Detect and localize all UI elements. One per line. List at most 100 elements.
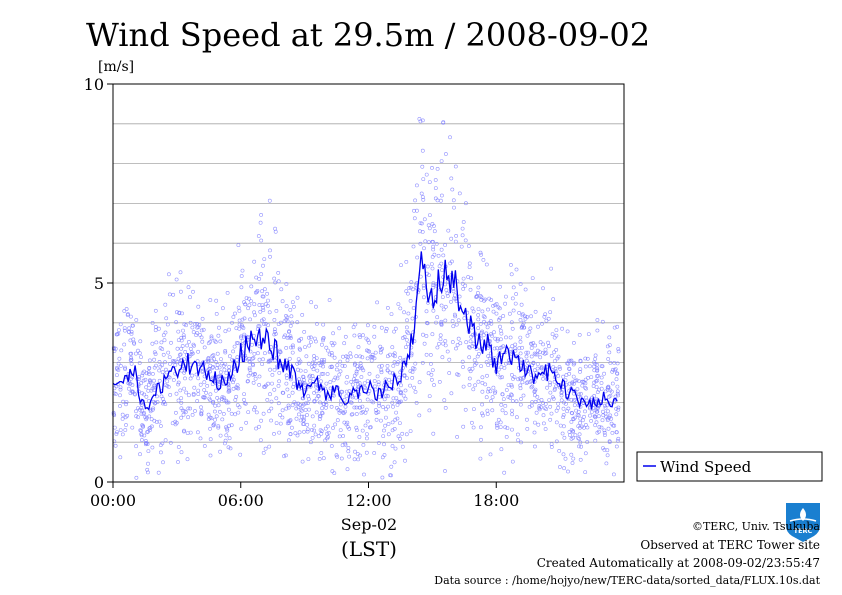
scatter-point [272,276,277,281]
scatter-point [456,318,461,323]
scatter-point [306,397,311,402]
scatter-point [440,355,445,360]
scatter-point [138,428,143,433]
scatter-point [284,304,289,309]
scatter-point [479,252,484,257]
scatter-point [536,422,541,427]
scatter-point [117,328,121,333]
scatter-point [224,398,229,403]
scatter-point [489,321,494,326]
scatter-point [227,436,232,441]
scatter-point [283,453,288,458]
scatter-point [212,338,217,343]
scatter-point [280,415,285,420]
scatter-point [234,341,239,345]
scatter-point [552,388,557,392]
scatter-point [405,342,410,347]
scatter-point [498,337,503,342]
scatter-point [417,380,422,385]
scatter-point [140,391,145,396]
scatter-point [614,444,619,449]
scatter-point [331,426,335,430]
scatter-point [435,166,440,171]
scatter-point [498,375,503,380]
scatter-point [156,326,161,331]
scatter-point [453,239,458,244]
scatter-point [214,366,219,371]
scatter-point [227,364,232,369]
scatter-point [290,403,295,408]
scatter-point [237,308,242,313]
scatter-point [478,456,483,461]
scatter-point [140,373,145,378]
scatter-point [251,356,256,360]
scatter-point [455,434,460,439]
scatter-point [398,390,403,395]
scatter-point [489,333,494,338]
scatter-point [230,320,234,325]
scatter-point [558,366,563,371]
scatter-point [134,444,139,449]
scatter-point [576,424,581,429]
scatter-point [541,413,546,418]
scatter-point [423,239,428,244]
scatter-point [322,357,327,362]
scatter-point [196,304,201,309]
scatter-point [561,406,566,411]
y-tick-label: 0 [94,473,104,492]
scatter-point [578,358,583,363]
scatter-point [192,385,197,390]
scatter-point [226,407,231,412]
scatter-point [284,282,289,286]
scatter-point [593,353,598,358]
scatter-point [467,265,472,270]
scatter-point [129,357,134,362]
scatter-point [286,405,291,410]
scatter-point [233,412,238,417]
scatter-point [452,312,457,317]
scatter-point [580,424,584,429]
scatter-point [236,410,241,415]
scatter-point [348,354,353,359]
scatter-point [338,359,343,364]
scatter-point [249,299,253,304]
scatter-point [266,298,270,303]
scatter-point [437,379,442,384]
scatter-point [460,226,465,231]
scatter-point [365,338,370,343]
scatter-point [580,379,585,384]
x-tick-label: 18:00 [473,491,519,510]
terc-logo: TERC [786,503,820,542]
scatter-point [398,306,403,311]
scatter-point [243,401,248,406]
scatter-point [213,403,218,408]
scatter-point [251,372,256,377]
scatter-point [572,340,576,345]
scatter-point [144,371,149,376]
scatter-point [206,412,211,417]
scatter-point [403,388,408,393]
scatter-point [265,291,270,296]
scatter-point [280,408,285,413]
scatter-point [516,432,520,437]
scatter-point [210,365,215,370]
scatter-point [554,408,559,413]
scatter-point [119,364,123,368]
scatter-point [273,280,278,285]
scatter-point [581,418,585,423]
scatter-point [277,370,282,375]
scatter-point [389,473,393,478]
scatter-point [571,374,576,379]
scatter-point [139,381,143,386]
scatter-point [303,369,308,374]
scatter-point [513,342,518,347]
scatter-point [529,385,534,390]
scatter-point [453,314,458,319]
scatter-point [528,326,533,331]
scatter-point [345,420,350,425]
scatter-point [165,322,170,327]
scatter-point [227,354,232,359]
scatter-point [251,380,256,385]
scatter-point [218,339,223,344]
scatter-point [535,362,540,367]
